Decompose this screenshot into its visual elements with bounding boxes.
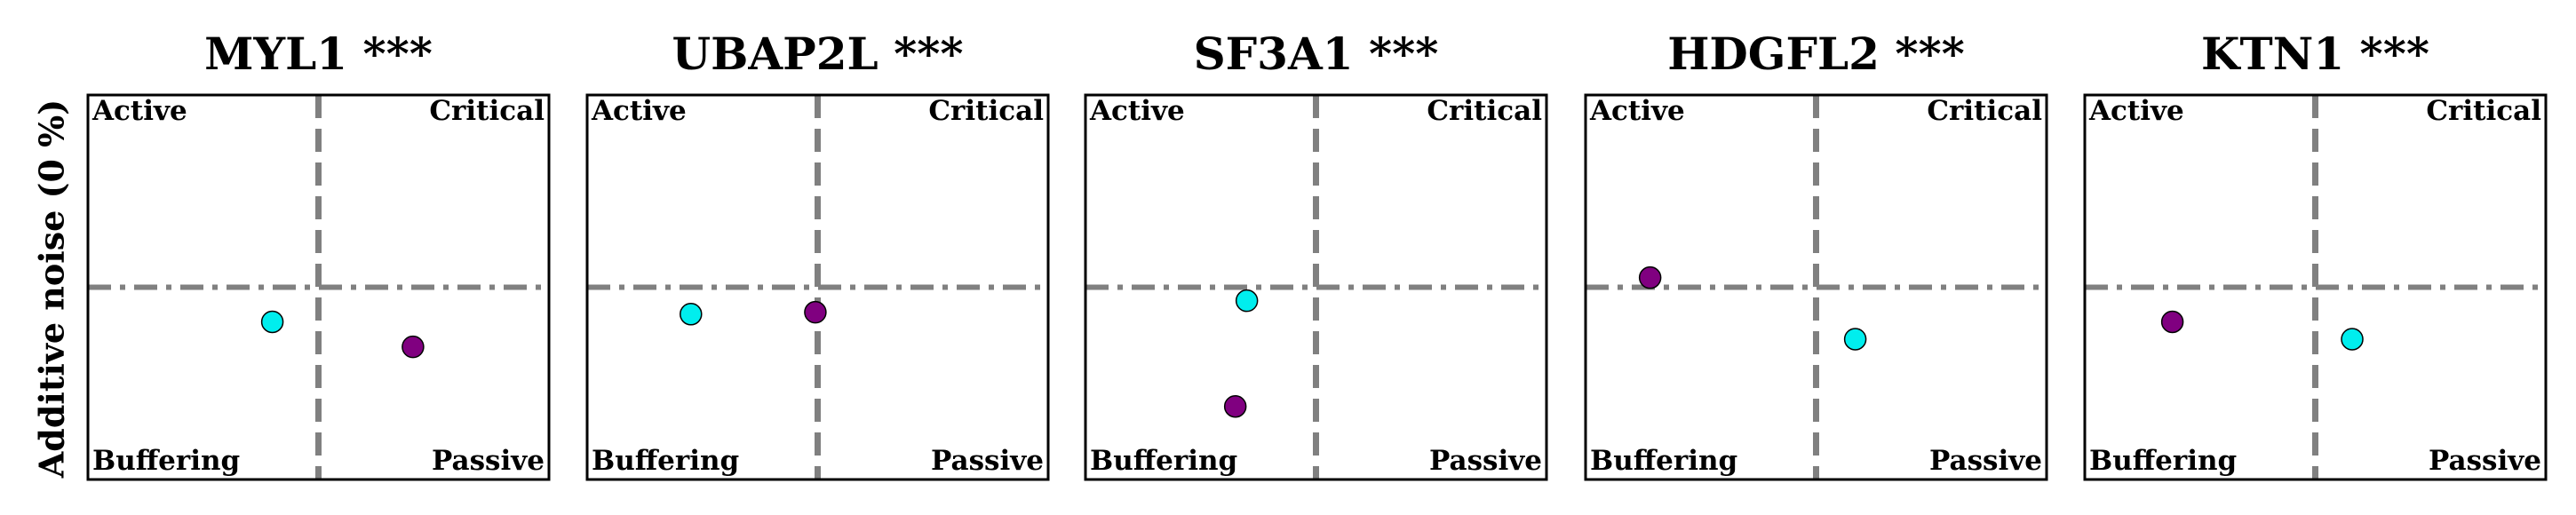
panel-1: MYL1 *** Active Critical Buffering Passive <box>86 28 551 481</box>
panel-frame <box>2083 93 2548 481</box>
quadrant-label-active: Active <box>1089 95 1185 127</box>
panel-title: HDGFL2 *** <box>1667 28 1965 80</box>
data-point-cyan <box>680 303 703 326</box>
data-point-purple <box>804 300 827 324</box>
data-point-cyan <box>1235 289 1259 313</box>
y-axis-label: Additive noise (0 %) <box>32 99 72 479</box>
quadrant-label-buffering: Buffering <box>92 445 240 477</box>
panel-title: UBAP2L *** <box>672 28 963 80</box>
panel-frame <box>585 93 1050 481</box>
quadrant-label-passive: Passive <box>432 445 545 477</box>
quadrant-label-active: Active <box>91 95 187 127</box>
data-point-cyan <box>260 310 284 334</box>
panel-frame <box>1584 93 2048 481</box>
quadrant-label-critical: Critical <box>2426 95 2541 127</box>
data-point-purple <box>2160 310 2184 334</box>
quadrant-label-active: Active <box>591 95 687 127</box>
data-point-cyan <box>2341 328 2364 351</box>
panel-2: UBAP2L *** Active Critical Buffering Passive <box>585 28 1050 481</box>
quadrant-label-active: Active <box>1589 95 1685 127</box>
quadrant-label-buffering: Buffering <box>2089 445 2237 477</box>
quadrant-label-buffering: Buffering <box>1590 445 1737 477</box>
quadrant-label-critical: Critical <box>429 95 545 127</box>
panel-4: HDGFL2 *** Active Critical Buffering Passive <box>1584 28 2048 481</box>
data-point-cyan <box>1843 328 1867 351</box>
quadrant-label-buffering: Buffering <box>1090 445 1237 477</box>
panel-title: SF3A1 *** <box>1194 28 1439 80</box>
data-point-purple <box>1223 394 1247 418</box>
quadrant-label-critical: Critical <box>928 95 1044 127</box>
quadrant-label-passive: Passive <box>1429 445 1542 477</box>
quadrant-label-buffering: Buffering <box>592 445 739 477</box>
panel-frame <box>86 93 551 481</box>
panel-5: KTN1 *** Active Critical Buffering Passive <box>2083 28 2548 481</box>
quadrant-label-passive: Passive <box>931 445 1044 477</box>
quadrant-label-passive: Passive <box>2429 445 2541 477</box>
data-point-purple <box>1638 265 1662 289</box>
panel-title: MYL1 *** <box>204 28 433 80</box>
panel-frame <box>1084 93 1548 481</box>
data-point-purple <box>402 335 425 359</box>
quadrant-label-critical: Critical <box>1427 95 1542 127</box>
quadrant-label-active: Active <box>2088 95 2184 127</box>
quadrant-label-critical: Critical <box>1927 95 2042 127</box>
panel-title: KTN1 *** <box>2201 28 2429 80</box>
quadrant-label-passive: Passive <box>1929 445 2042 477</box>
panel-3: SF3A1 *** Active Critical Buffering Passive <box>1084 28 1548 481</box>
